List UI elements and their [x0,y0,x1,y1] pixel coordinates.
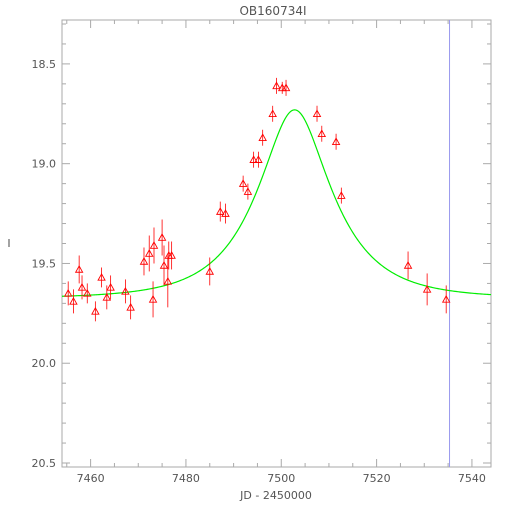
data-point-marker [167,251,176,259]
data-point-marker [249,155,258,163]
data-point-marker [69,296,78,305]
data-point-marker [243,187,253,195]
data-point-marker [272,81,281,90]
x-tick-label: 7480 [172,472,200,485]
data-point-marker [254,155,263,163]
data-point-marker [63,288,73,297]
data-point-marker [157,233,167,241]
data-point-marker [441,294,451,303]
data-point-marker [268,109,277,118]
data-point-marker [337,191,346,199]
data-points-group [63,77,451,322]
data-point-marker [144,249,154,257]
data-point-marker [163,276,173,285]
x-axis-ticks [66,20,473,467]
data-point-marker [221,209,230,217]
y-tick-label: 20.0 [32,357,57,370]
data-point-marker [312,109,322,118]
x-axis-tick-labels: 7460 7480 7500 7520 7540 [77,472,486,485]
data-point-marker [97,272,106,281]
data-point-marker [331,137,341,145]
y-axis-tick-labels: 18.5 19.0 19.5 20.0 20.5 [32,58,57,470]
data-point-marker [149,241,159,249]
data-point-marker [126,302,135,311]
data-point-marker [148,294,158,303]
data-point-marker [215,207,225,215]
x-tick-label: 7540 [458,472,486,485]
data-point-marker [159,261,169,269]
y-tick-label: 19.5 [32,257,57,270]
model-curve [61,109,492,297]
y-tick-label: 18.5 [32,58,57,71]
data-point-marker [422,284,432,293]
x-tick-label: 7500 [267,472,295,485]
x-axis-label: JD - 2450000 [239,489,312,502]
y-axis-label: I [7,237,10,250]
x-tick-label: 7460 [77,472,105,485]
data-point-marker [258,133,267,141]
data-point-marker [77,282,87,291]
data-point-marker [91,306,100,315]
data-point-marker [102,292,112,301]
data-point-marker [281,83,291,92]
y-tick-label: 19.0 [32,158,57,171]
data-point-marker [139,257,149,265]
data-point-marker [317,129,327,137]
chart-title: OB160734I [239,4,306,18]
model-curve-group [61,109,492,297]
data-point-marker [403,261,413,269]
data-point-marker [121,286,130,295]
x-tick-label: 7520 [363,472,391,485]
data-point-marker [82,288,92,297]
data-point-marker [205,267,215,275]
data-point-marker [74,265,84,273]
y-axis-ticks [62,23,491,464]
data-point-marker [238,179,248,187]
y-tick-label: 20.5 [32,457,57,470]
data-point-marker [106,282,115,291]
